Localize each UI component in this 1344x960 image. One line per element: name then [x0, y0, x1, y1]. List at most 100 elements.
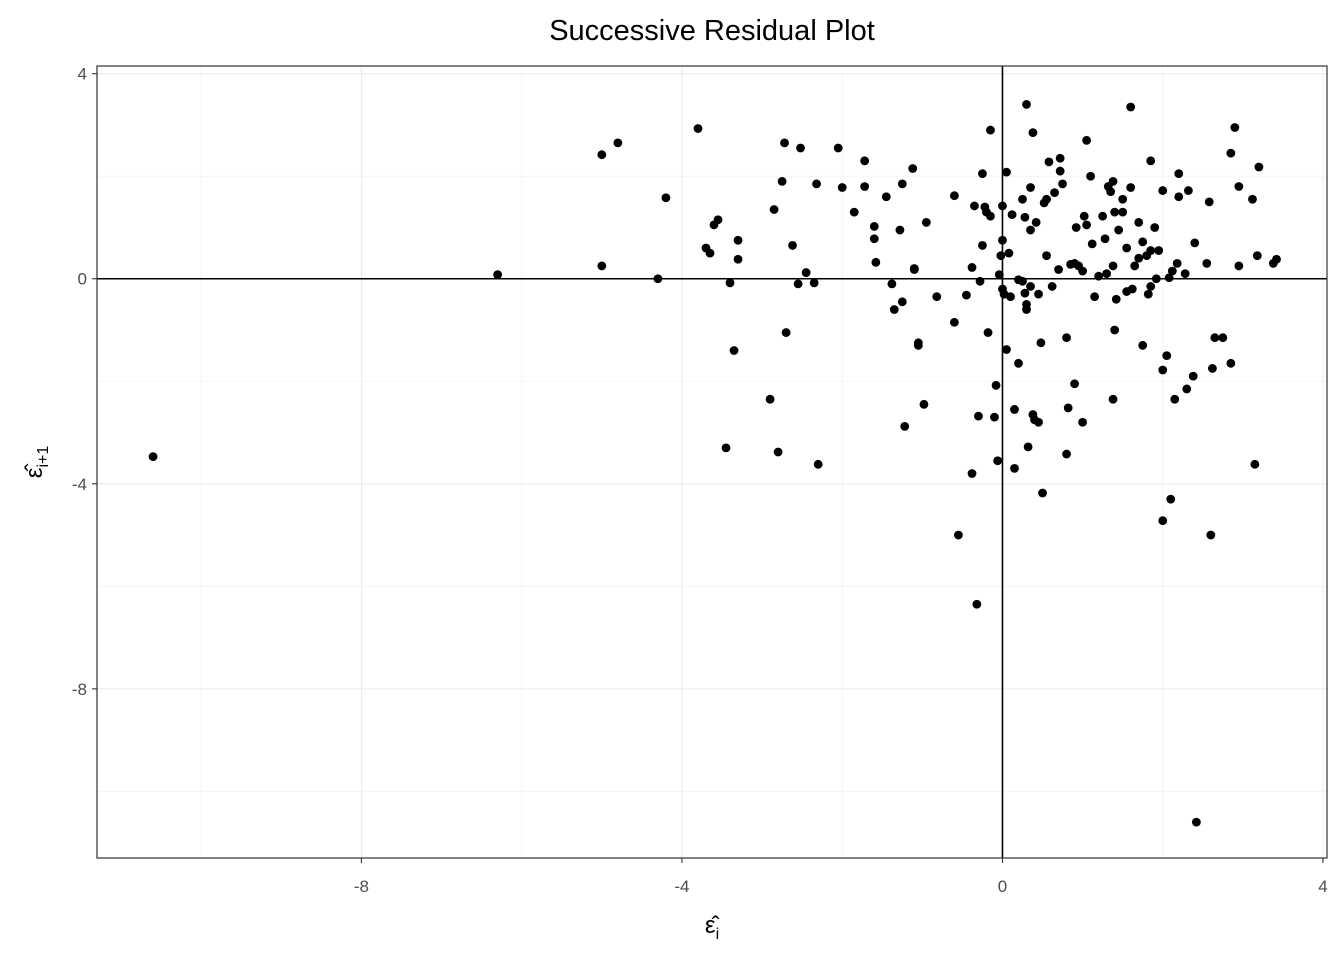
data-point — [1206, 530, 1216, 540]
data-point — [962, 290, 971, 300]
data-point — [1202, 258, 1212, 268]
data-point — [1063, 403, 1073, 413]
data-point — [1250, 459, 1260, 469]
data-point — [1226, 148, 1236, 158]
data-point — [860, 156, 870, 166]
data-point — [1094, 271, 1104, 281]
data-point — [796, 143, 805, 153]
data-point — [613, 138, 623, 148]
data-point — [1126, 183, 1136, 192]
data-point — [1174, 192, 1184, 202]
data-point — [949, 191, 959, 201]
data-point — [972, 599, 982, 609]
data-point — [849, 207, 859, 217]
data-point — [1018, 276, 1027, 286]
data-point — [1108, 176, 1118, 186]
data-point — [1143, 289, 1153, 299]
data-point — [1106, 187, 1116, 196]
data-point — [932, 292, 942, 302]
data-point — [148, 452, 158, 462]
data-point — [1154, 246, 1164, 255]
data-point — [1204, 197, 1214, 207]
data-point — [895, 225, 905, 235]
data-point — [1190, 238, 1200, 248]
data-point — [990, 412, 999, 422]
data-point — [889, 305, 899, 314]
data-point — [978, 169, 987, 179]
data-point — [1164, 273, 1174, 283]
x-tick-label: -8 — [354, 877, 369, 896]
data-point — [781, 328, 791, 337]
data-point — [1170, 394, 1180, 404]
data-point — [1006, 292, 1015, 302]
data-point — [1082, 220, 1092, 230]
data-point — [1020, 288, 1030, 298]
panel-border — [96, 65, 1328, 859]
data-point — [1100, 234, 1110, 244]
data-point — [1226, 358, 1236, 368]
x-tick-label: 0 — [998, 877, 1007, 896]
y-axis-title-subscript: i+1 — [35, 446, 52, 468]
y-tick-label: -4 — [72, 475, 87, 494]
data-point — [773, 447, 783, 457]
data-point — [1010, 464, 1019, 473]
data-point — [978, 241, 987, 250]
data-point — [1110, 325, 1120, 335]
data-point — [1151, 274, 1161, 284]
data-point — [1028, 128, 1038, 138]
data-point — [1110, 207, 1120, 217]
data-point — [1146, 156, 1156, 166]
data-point — [1158, 186, 1168, 195]
data-point — [1026, 282, 1035, 291]
data-point — [900, 421, 910, 431]
data-point — [1023, 442, 1033, 452]
data-point — [908, 164, 918, 173]
data-point — [991, 380, 1001, 390]
data-point — [1254, 162, 1264, 172]
data-point — [1098, 211, 1108, 221]
data-point — [1252, 251, 1262, 261]
data-point — [1248, 194, 1257, 204]
data-point — [1138, 237, 1148, 247]
data-point — [793, 279, 803, 289]
data-point — [1070, 379, 1079, 389]
data-point — [967, 263, 977, 272]
data-point — [1022, 305, 1031, 314]
data-point — [998, 201, 1007, 211]
data-point — [1062, 449, 1071, 459]
data-point — [1034, 417, 1043, 427]
data-point — [1134, 217, 1144, 227]
data-points — [148, 100, 1281, 827]
data-point — [1118, 207, 1128, 217]
data-point — [1031, 217, 1041, 227]
data-point — [967, 469, 977, 478]
data-point — [1002, 345, 1011, 354]
data-point — [729, 346, 739, 355]
data-point — [833, 143, 843, 153]
data-point — [1118, 194, 1128, 204]
data-point — [733, 254, 743, 264]
data-point — [1078, 266, 1088, 276]
data-point — [975, 276, 985, 286]
data-point — [1134, 253, 1144, 263]
data-point — [1234, 182, 1244, 191]
data-point — [1022, 100, 1031, 109]
data-point — [1150, 223, 1160, 232]
data-point — [1026, 225, 1035, 235]
data-point — [1122, 243, 1132, 253]
data-point — [693, 124, 703, 133]
data-point — [1002, 167, 1011, 177]
data-point — [788, 241, 797, 250]
data-point — [1026, 183, 1035, 192]
data-point — [1114, 225, 1124, 235]
data-point — [777, 176, 787, 186]
data-point — [733, 235, 743, 245]
data-point — [813, 459, 823, 469]
data-point — [597, 150, 607, 160]
data-point — [809, 278, 819, 288]
data-point — [1162, 351, 1172, 361]
data-point — [721, 443, 731, 453]
data-point — [1146, 246, 1156, 255]
data-point — [713, 215, 723, 225]
